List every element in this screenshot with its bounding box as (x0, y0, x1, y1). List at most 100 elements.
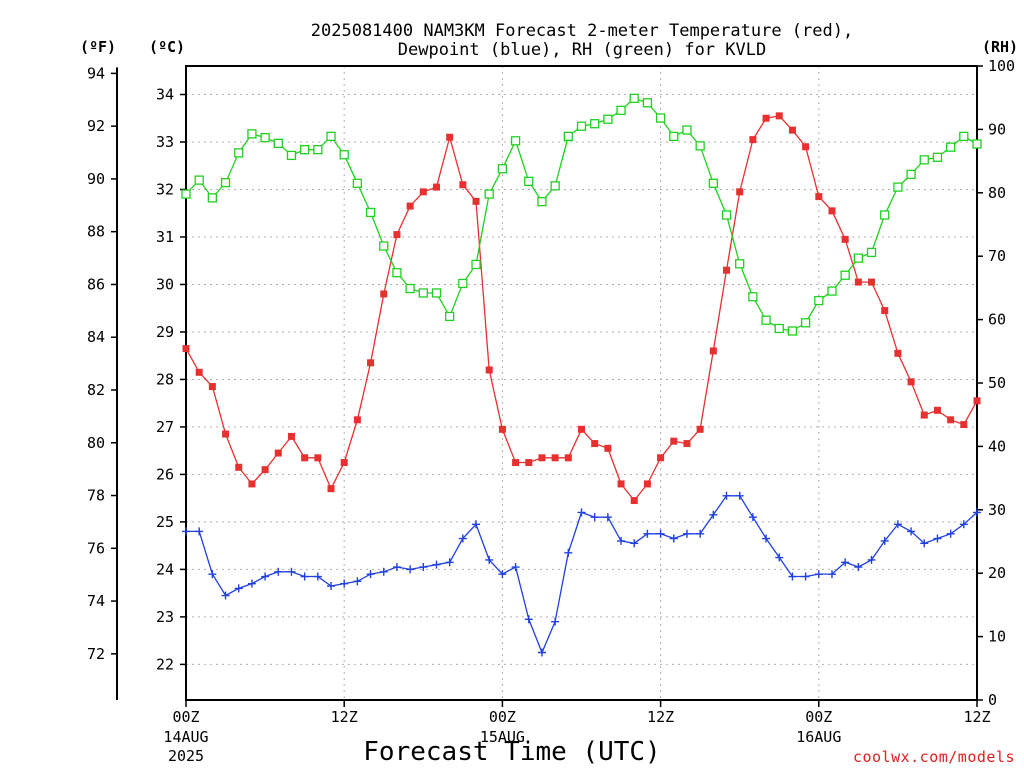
dewpoint-point-16 (392, 563, 401, 572)
dewpoint-point-53 (880, 536, 889, 545)
dewpoint-point-46 (788, 572, 797, 581)
celsius-tick-label-10: 32 (156, 180, 174, 198)
x-tick-label-2: 00Z (489, 708, 516, 726)
fahrenheit-tick-label-2: 76 (87, 539, 105, 557)
fahrenheit-tick-label-11: 94 (87, 64, 105, 82)
rh-point-29 (563, 131, 573, 142)
rh-tick-label-1: 10 (988, 628, 1006, 646)
rh-point-24 (497, 164, 508, 174)
dewpoint-point-11 (327, 582, 336, 591)
temperature-point-9 (301, 454, 309, 462)
temperature-point-1 (195, 368, 203, 376)
temperature-point-59 (960, 421, 968, 429)
chart-title-line2: Dewpoint (blue), RH (green) for KVLD (398, 40, 766, 60)
rh-point-48 (814, 295, 824, 306)
dewpoint-point-26 (524, 615, 533, 624)
temperature-point-2 (208, 383, 216, 391)
dewpoint-point-32 (603, 513, 612, 522)
temperature-point-55 (907, 378, 915, 386)
fahrenheit-tick-label-8: 88 (87, 223, 105, 241)
rh-point-18 (418, 288, 428, 298)
celsius-tick-label-2: 24 (156, 560, 174, 578)
rh-point-56 (919, 155, 929, 165)
rh-tick-label-5: 50 (988, 374, 1006, 392)
dewpoint-point-1 (195, 527, 204, 536)
temperature-point-16 (393, 231, 401, 239)
temperature-point-42 (736, 188, 744, 196)
rh-point-50 (840, 270, 850, 280)
celsius-unit-label: (ºC) (149, 38, 185, 56)
rh-tick-label-6: 60 (988, 311, 1006, 329)
temperature-point-45 (775, 112, 783, 120)
temperature-point-27 (538, 454, 546, 462)
rh-point-14 (365, 207, 376, 218)
temperature-point-22 (472, 197, 480, 205)
dewpoint-point-42 (735, 491, 744, 500)
celsius-tick-label-6: 28 (156, 370, 174, 388)
dewpoint-point-8 (287, 567, 296, 576)
dewpoint-point-40 (709, 510, 718, 519)
rh-point-38 (682, 125, 692, 135)
rh-tick-label-9: 90 (988, 120, 1006, 138)
celsius-tick-label-0: 22 (156, 655, 174, 673)
temperature-point-18 (419, 188, 427, 196)
dewpoint-point-4 (234, 584, 243, 593)
dewpoint-point-7 (274, 567, 283, 576)
dewpoint-point-34 (630, 539, 639, 548)
celsius-tick-label-4: 26 (156, 465, 174, 483)
temperature-point-11 (327, 485, 335, 493)
temperature-point-44 (762, 114, 770, 122)
dewpoint-point-13 (353, 577, 362, 586)
x-date-label-2: 15AUG (480, 728, 525, 746)
temperature-point-12 (340, 459, 348, 467)
x-tick-label-4: 00Z (805, 708, 832, 726)
rh-tick-label-4: 40 (988, 437, 1006, 455)
rh-point-53 (880, 210, 890, 220)
dewpoint-point-50 (841, 558, 850, 567)
temperature-point-15 (380, 290, 388, 298)
temperature-point-53 (881, 307, 889, 315)
fahrenheit-tick-label-3: 78 (87, 487, 105, 505)
chart-title-line1: 2025081400 NAM3KM Forecast 2-meter Tempe… (311, 21, 853, 41)
fahrenheit-unit-label: (ºF) (80, 38, 116, 56)
grid-lines (186, 66, 977, 700)
dewpoint-point-29 (564, 548, 573, 557)
temperature-point-4 (235, 463, 243, 471)
celsius-tick-label-3: 25 (156, 513, 174, 531)
dewpoint-point-59 (959, 520, 968, 529)
rh-point-58 (945, 142, 956, 152)
celsius-tick-label-11: 33 (156, 133, 174, 151)
temperature-point-10 (314, 454, 322, 462)
dewpoint-point-43 (748, 513, 757, 522)
dewpoint-point-10 (313, 572, 322, 581)
celsius-tick-label-8: 30 (156, 275, 174, 293)
rh-tick-label-0: 0 (988, 691, 997, 709)
rh-point-60 (972, 139, 982, 149)
rh-point-41 (721, 210, 732, 220)
temperature-point-0 (182, 345, 190, 353)
temperature-point-13 (353, 416, 361, 424)
dewpoint-point-47 (801, 572, 810, 581)
temperature-point-24 (498, 425, 506, 433)
credit-text: coolwx.com/models (853, 748, 1015, 766)
celsius-tick-label-7: 29 (156, 323, 174, 341)
temperature-point-33 (617, 480, 625, 488)
rh-point-28 (550, 181, 560, 191)
rh-point-11 (326, 131, 336, 142)
rh-point-39 (695, 141, 705, 151)
temperature-line (185, 115, 978, 502)
dewpoint-point-25 (511, 563, 520, 572)
temperature-point-5 (248, 480, 256, 488)
temperature-point-56 (920, 411, 928, 419)
dewpoint-point-33 (617, 536, 626, 545)
celsius-tick-label-12: 34 (156, 85, 174, 103)
dewpoint-point-57 (933, 534, 942, 543)
x-tick-label-3: 12Z (647, 708, 674, 726)
rh-point-30 (576, 121, 587, 131)
rh-point-54 (893, 182, 903, 192)
temperature-point-30 (578, 425, 585, 433)
dewpoint-point-48 (814, 570, 823, 579)
rh-point-23 (484, 189, 494, 199)
temperature-point-8 (287, 432, 295, 440)
dewpoint-point-19 (432, 560, 441, 569)
